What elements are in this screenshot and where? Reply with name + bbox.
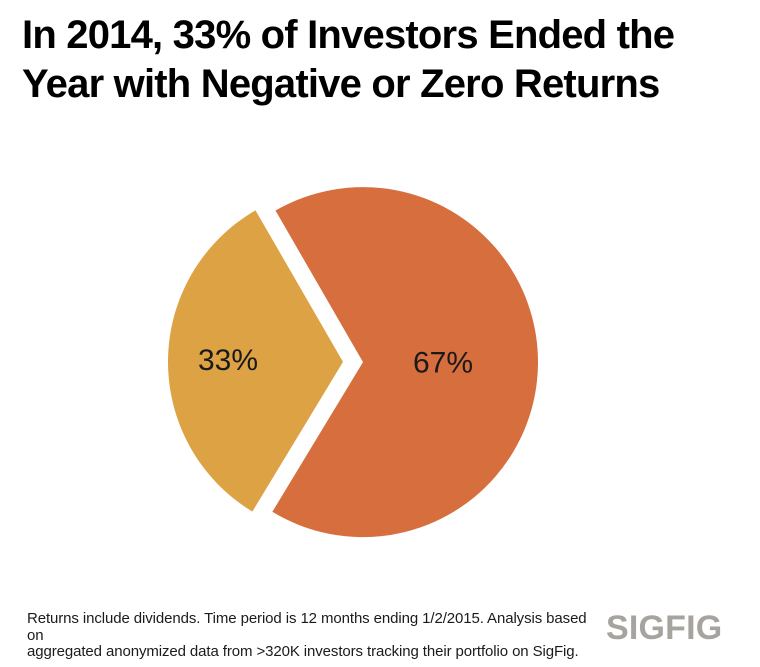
chart-title: In 2014, 33% of Investors Ended the Year… — [22, 11, 738, 109]
footnote-line1: Returns include dividends. Time period i… — [27, 610, 587, 644]
pie-slice-33pct — [168, 210, 343, 512]
pie-slice-label-67pct: 67% — [413, 346, 473, 379]
chart-title-line1: In 2014, 33% of Investors Ended the — [22, 13, 675, 57]
pie-slice-67pct — [272, 187, 538, 538]
sigfig-logo: SIGFIG — [606, 609, 723, 647]
footnote-line2: aggregated anonymized data from >320K in… — [27, 643, 579, 660]
chart-title-line2: Year with Negative or Zero Returns — [22, 62, 660, 106]
pie-slice-label-33pct: 33% — [198, 344, 258, 377]
footnote: Returns include dividends. Time period i… — [27, 610, 587, 661]
